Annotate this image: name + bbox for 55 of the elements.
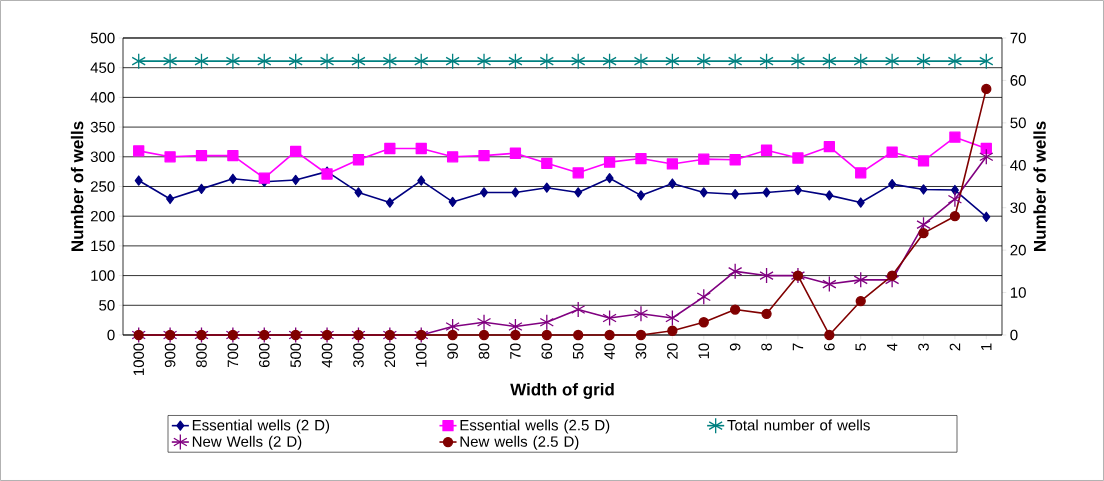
y2-tick-label: 70 xyxy=(1010,32,1026,44)
legend-label: New Wells (2 D) xyxy=(192,435,302,450)
y2-tick-label: 20 xyxy=(1010,244,1026,256)
y2-axis-title: Number of wells xyxy=(1033,121,1046,251)
y2-tick-label: 30 xyxy=(1010,202,1026,214)
x-tick-label: 30 xyxy=(635,343,647,359)
x-tick-label: 9 xyxy=(729,343,741,351)
x-tick-label: 1 xyxy=(981,343,992,350)
x-tick-label: 6 xyxy=(824,343,835,351)
y-tick-label: 500 xyxy=(90,32,115,44)
y2-tick-label: 40 xyxy=(1010,159,1026,171)
x-tick-label: 2 xyxy=(949,343,961,351)
x-tick-label: 500 xyxy=(290,343,301,368)
y-tick-label: 400 xyxy=(90,92,115,103)
y2-tick-label: 50 xyxy=(1010,117,1026,129)
x-tick-label: 40 xyxy=(604,343,615,360)
x-tick-label: 4 xyxy=(886,343,898,351)
x-tick-label: 10 xyxy=(698,343,710,359)
y-axis-title: Number of wells xyxy=(70,121,84,251)
x-tick-label: 200 xyxy=(384,343,396,368)
x-tick-label: 100 xyxy=(415,343,427,367)
y-tick-label: 0 xyxy=(107,329,115,341)
x-tick-label: 900 xyxy=(164,343,176,368)
legend-label: New wells (2.5 D) xyxy=(460,435,579,450)
y-tick-label: 50 xyxy=(99,299,115,311)
y-tick-label: 250 xyxy=(90,181,115,192)
x-tick-label: 800 xyxy=(196,343,207,368)
x-tick-label: 3 xyxy=(918,343,929,351)
x-tick-label: 700 xyxy=(227,343,239,368)
y2-tick-label: 0 xyxy=(1010,329,1018,341)
y-tick-label: 300 xyxy=(90,151,115,163)
x-tick-label: 400 xyxy=(321,343,333,368)
x-tick-label: 1000 xyxy=(133,343,145,376)
x-tick-label: 600 xyxy=(258,343,270,368)
y2-tick-label: 10 xyxy=(1010,287,1026,298)
x-tick-label: 90 xyxy=(447,343,458,359)
legend-label: Essential wells (2 D) xyxy=(192,419,330,434)
legend-label: Essential wells (2.5 D) xyxy=(460,419,610,434)
y2-tick-label: 60 xyxy=(1010,75,1026,86)
legend-label: Total number of wells xyxy=(727,419,870,431)
x-axis-title: Width of grid xyxy=(510,383,614,399)
x-tick-label: 60 xyxy=(541,343,553,359)
x-tick-label: 80 xyxy=(478,343,490,359)
y-tick-label: 450 xyxy=(90,62,115,73)
y-tick-label: 100 xyxy=(91,270,115,281)
x-tick-label: 5 xyxy=(855,343,866,351)
x-tick-label: 8 xyxy=(761,343,772,351)
x-tick-label: 50 xyxy=(572,343,584,359)
x-tick-label: 7 xyxy=(792,343,804,351)
x-tick-label: 70 xyxy=(510,343,521,359)
y-tick-label: 350 xyxy=(90,121,115,133)
y-tick-label: 150 xyxy=(91,240,115,252)
x-tick-label: 20 xyxy=(667,343,678,359)
x-tick-label: 300 xyxy=(353,343,364,368)
y-tick-label: 200 xyxy=(90,210,115,222)
